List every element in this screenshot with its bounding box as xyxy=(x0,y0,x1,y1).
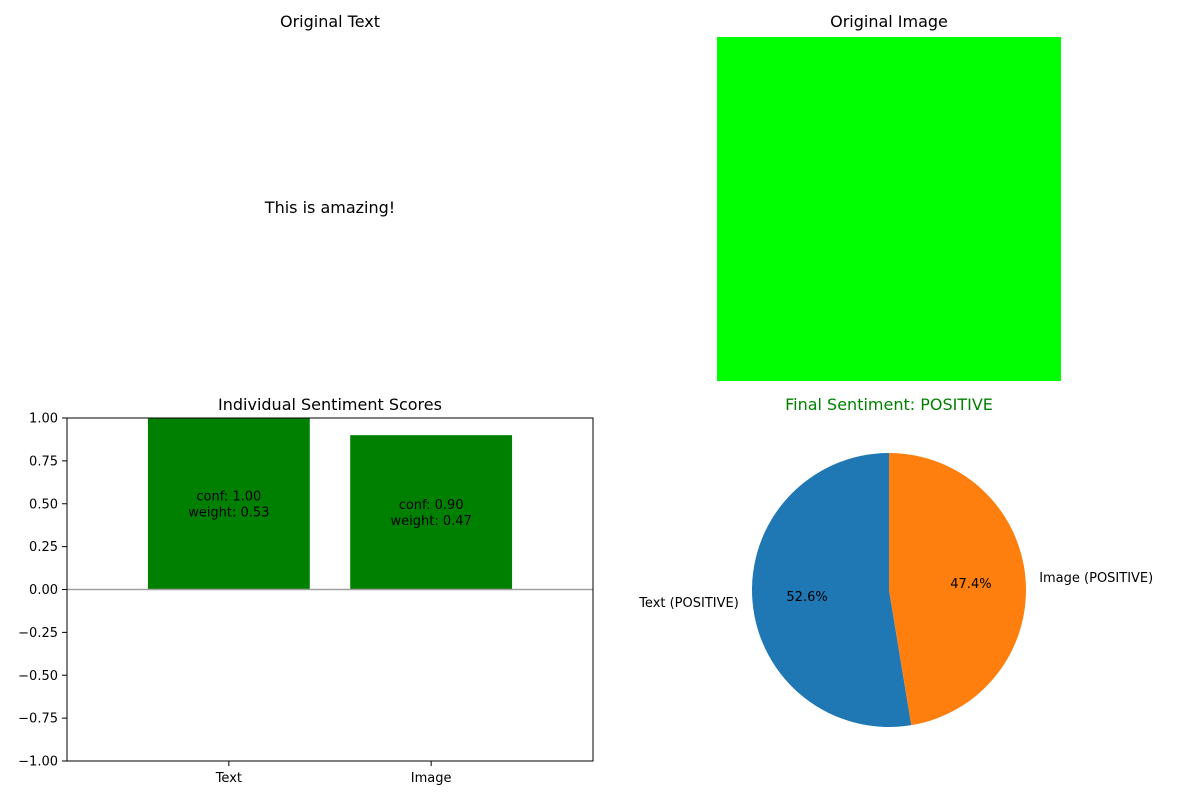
original-text: This is amazing! xyxy=(264,198,396,217)
pie-slice-1 xyxy=(752,453,912,727)
pie-slice-2 xyxy=(889,453,1026,726)
bar-text xyxy=(147,418,310,590)
image-panel-title: Original Image xyxy=(830,12,948,31)
final-sentiment-pie-chart: Final Sentiment: POSITIVE 52.6% Text (POS… xyxy=(638,395,1153,727)
bar-data-label: weight: 0.53 xyxy=(188,505,269,520)
y-tick-label: 0.00 xyxy=(29,583,58,598)
pie-category-label: Text (POSITIVE) xyxy=(638,596,739,611)
pie-chart-title: Final Sentiment: POSITIVE xyxy=(785,395,993,414)
y-tick-label: −0.25 xyxy=(18,626,58,641)
bar-plot-frame xyxy=(66,417,594,762)
y-tick-label: −1.00 xyxy=(18,755,58,770)
bar-image xyxy=(350,435,513,590)
pie-pct-label: 52.6% xyxy=(786,590,827,605)
x-tick-label: Text xyxy=(215,771,242,786)
bar-data-label: conf: 1.00 xyxy=(196,489,261,504)
x-tick-label: Image xyxy=(411,771,452,786)
y-tick-label: 0.75 xyxy=(29,454,58,469)
original-image xyxy=(717,37,1061,381)
y-tick-label: 0.25 xyxy=(29,540,58,555)
y-tick-label: 0.50 xyxy=(29,497,58,512)
bar-data-label: weight: 0.47 xyxy=(391,514,472,529)
sentiment-bar-chart: Individual Sentiment Scores −1.00 −0.75 −0… xyxy=(18,395,594,786)
bar-chart-title: Individual Sentiment Scores xyxy=(218,395,442,414)
bar-data-label: conf: 0.90 xyxy=(399,498,464,513)
pie-category-label: Image (POSITIVE) xyxy=(1039,571,1153,586)
y-tick-label: 1.00 xyxy=(29,412,58,427)
pie-pct-label: 47.4% xyxy=(950,577,991,592)
text-panel-title: Original Text xyxy=(279,12,381,31)
y-tick-label: −0.50 xyxy=(18,669,58,684)
y-tick-label: −0.75 xyxy=(18,712,58,727)
